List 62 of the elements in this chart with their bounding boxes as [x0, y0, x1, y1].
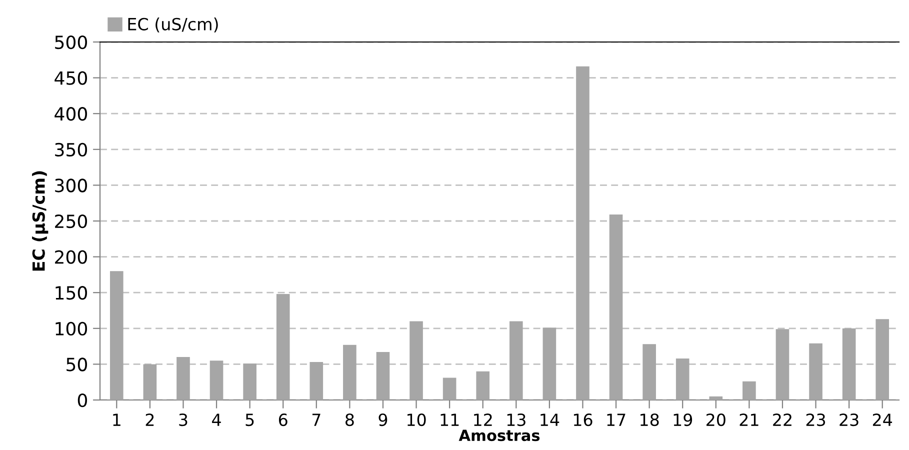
x-tick-label: 23	[840, 413, 858, 426]
bar	[243, 363, 256, 400]
y-tick-label: 300	[55, 178, 87, 192]
x-tick-label: 20	[706, 413, 726, 426]
x-tick-label: 18	[640, 413, 659, 426]
x-tick-label: 17	[607, 414, 626, 426]
bar	[542, 328, 556, 400]
x-tick-label: 3	[179, 413, 188, 426]
legend-label: EC (uS/cm)	[128, 18, 218, 32]
bar	[442, 378, 456, 400]
bar	[842, 328, 856, 400]
x-tick-label: 13	[507, 413, 526, 426]
x-tick-label: 24	[872, 413, 892, 426]
bar	[476, 371, 490, 400]
x-tick-label: 7	[312, 414, 320, 426]
y-tick-label: 50	[66, 358, 87, 372]
x-tick-label: 22	[773, 413, 792, 426]
bar	[343, 344, 356, 400]
x-tick-label: 19	[674, 413, 692, 426]
bar	[576, 66, 590, 400]
bar	[642, 344, 656, 400]
y-tick-label: 400	[54, 107, 87, 121]
x-tick-label: 12	[474, 413, 492, 426]
x-tick-label: 5	[246, 414, 254, 426]
x-tick-label: 10	[407, 413, 426, 426]
bar	[143, 364, 157, 400]
bar	[110, 271, 124, 400]
bar	[310, 362, 324, 400]
x-tick-label: 11	[440, 414, 459, 426]
x-tick-label: 2	[146, 413, 154, 426]
x-tick-label: 8	[346, 413, 354, 426]
bar	[876, 319, 890, 400]
y-tick-label: 250	[55, 214, 87, 228]
bar	[809, 343, 822, 400]
x-tick-label: 1	[113, 414, 120, 426]
bar	[776, 329, 790, 400]
bar	[176, 357, 190, 400]
bar	[742, 381, 756, 400]
y-tick-label: 350	[55, 142, 87, 157]
y-tick-label: 200	[55, 250, 87, 264]
bar	[709, 396, 723, 400]
y-axis-title: EC (µS/cm)	[32, 171, 48, 271]
y-tick-label: 500	[55, 35, 87, 50]
x-tick-label: 23	[806, 413, 826, 426]
x-axis-title: Amostras	[458, 430, 540, 442]
bar	[210, 360, 224, 400]
x-tick-label: 16	[574, 413, 592, 426]
x-tick-label: 9	[378, 413, 388, 426]
y-tick-label: 0	[78, 393, 87, 408]
x-tick-label: 21	[740, 413, 758, 426]
y-tick-label: 100	[56, 322, 87, 336]
x-tick-label: 4	[212, 414, 221, 426]
bar	[276, 294, 290, 400]
y-tick-label: 450	[54, 71, 87, 85]
bar	[609, 214, 623, 400]
bar	[676, 358, 690, 400]
x-tick-label: 6	[278, 413, 288, 426]
bar	[410, 321, 423, 400]
bar	[509, 321, 523, 400]
x-tick-label: 14	[540, 414, 560, 426]
y-tick-label: 150	[56, 286, 87, 300]
bar	[376, 352, 390, 400]
